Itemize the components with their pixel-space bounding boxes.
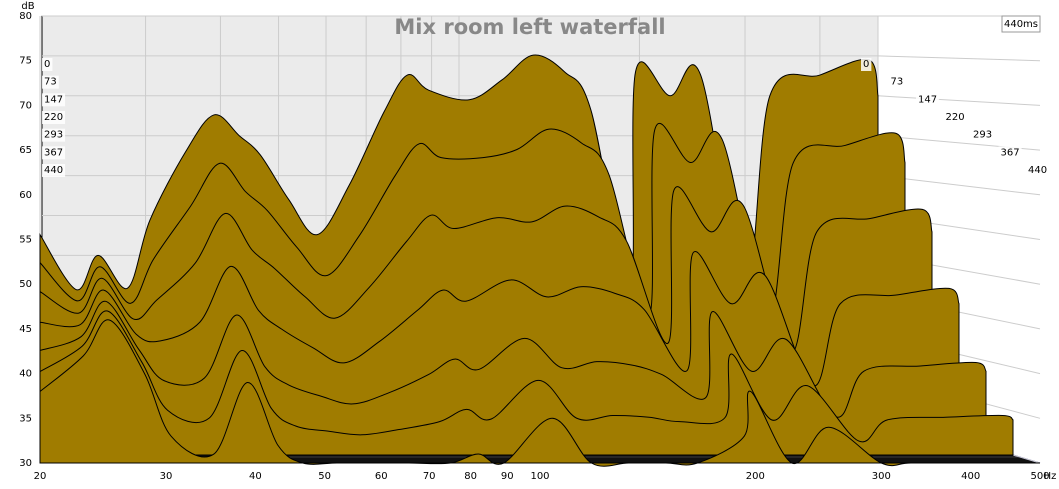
y-tick-label: 30 [19, 458, 32, 469]
x-tick-label: 100 [530, 471, 549, 482]
x-tick-label: 500 [1030, 471, 1049, 482]
x-tick-label: 60 [375, 471, 388, 482]
x-tick-label: 50 [318, 471, 331, 482]
x-tick-label: 20 [34, 471, 47, 482]
y-tick-label: 40 [19, 369, 32, 380]
slice-label-box [42, 146, 66, 160]
slice-label-box [42, 93, 66, 107]
grid-line [877, 95, 1041, 106]
slice-label-box [42, 75, 59, 89]
slice-label-box [916, 93, 940, 107]
x-tick-label: 70 [423, 471, 436, 482]
y-tick-label: 65 [19, 145, 32, 156]
y-tick-label: 45 [19, 324, 32, 335]
y-tick-label: 70 [19, 100, 32, 111]
slice-label: 147 [44, 94, 63, 105]
time-label: 440ms [1004, 19, 1038, 30]
slice-label: 293 [973, 130, 992, 141]
slice-label-box [971, 128, 995, 142]
y-tick-label: 50 [19, 279, 32, 290]
slice-label-box [861, 58, 872, 71]
x-tick-label: 30 [160, 471, 173, 482]
slice-label: 73 [891, 77, 904, 88]
slice-label: 367 [44, 147, 63, 158]
time-label-box [1001, 15, 1041, 33]
slice-label: 0 [44, 59, 50, 70]
slice-label-box [888, 75, 906, 89]
x-tick-label: 200 [746, 471, 765, 482]
labels: Mix room left waterfall dB Hz 440ms 30 35… [19, 1, 1056, 482]
slice-label: 147 [918, 94, 937, 105]
x-tick-label: 300 [872, 471, 891, 482]
slice-label: 293 [44, 130, 63, 141]
slice-label-box [42, 58, 53, 71]
slices [39, 54, 1040, 467]
slice-label: 440 [1028, 165, 1047, 176]
slice [39, 310, 1014, 456]
slice-label-box [943, 111, 967, 124]
y-axis-label: dB [21, 1, 34, 12]
y-tick-label: 60 [19, 190, 32, 201]
y-tick-label: 35 [19, 413, 32, 424]
slice-label: 220 [946, 112, 965, 123]
y-tick-label: 75 [19, 56, 32, 67]
y-tick-label: 55 [19, 235, 32, 246]
slice-label: 367 [1001, 147, 1020, 158]
x-tick-label: 40 [249, 471, 262, 482]
x-tick-label: 400 [961, 471, 980, 482]
slice-label-box [1026, 164, 1050, 177]
x-tick-label: 80 [464, 471, 477, 482]
chart-title: Mix room left waterfall [394, 15, 665, 39]
x-tick-label: 90 [501, 471, 514, 482]
slice [39, 319, 1040, 467]
y-tick-label: 80 [19, 11, 32, 22]
x-axis-unit: Hz [1044, 471, 1057, 482]
slice-label: 0 [863, 59, 869, 70]
slice-label-box [42, 164, 66, 177]
slice-label-box [998, 146, 1022, 160]
slice-label-box [42, 111, 66, 124]
slice-label: 440 [44, 165, 63, 176]
slice-label: 220 [44, 112, 63, 123]
grid-line [877, 55, 1041, 62]
slice-label-box [42, 128, 66, 142]
slice-label: 73 [44, 77, 57, 88]
